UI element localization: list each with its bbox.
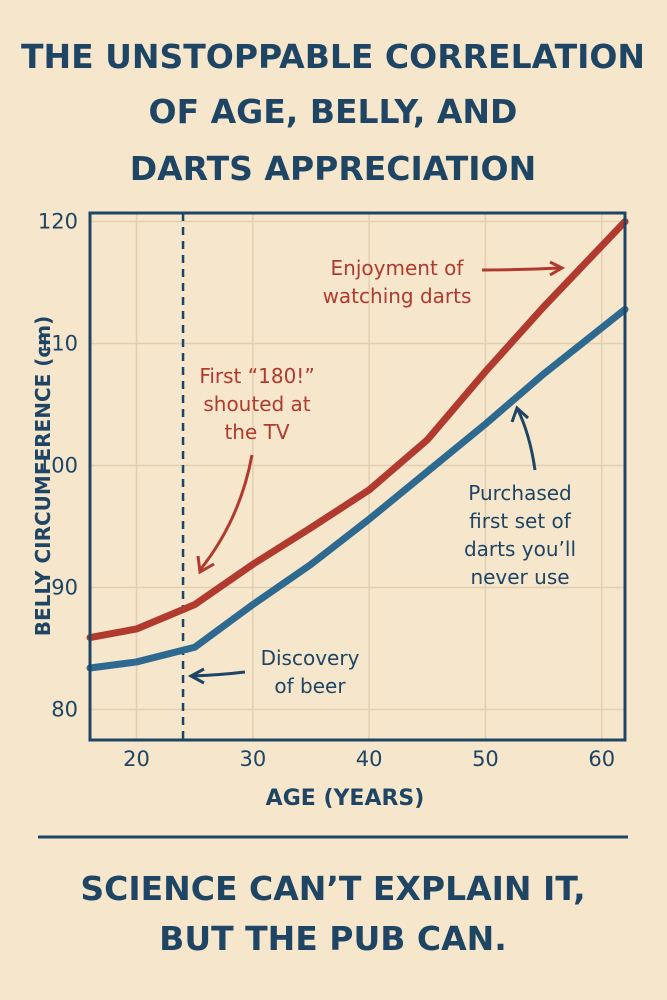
y-tick-label: 90	[51, 576, 78, 600]
y-tick-label: 110	[38, 332, 78, 356]
series-line	[86, 305, 629, 672]
annotation: Discovery	[261, 646, 360, 670]
x-tick-label: 60	[588, 747, 615, 771]
arrow	[191, 670, 246, 678]
annotation: Enjoyment of	[331, 256, 465, 280]
y-tick-label: 100	[38, 454, 78, 478]
annotation: darts you’ll	[464, 537, 576, 561]
title-line: THE UNSTOPPABLE CORRELATION	[21, 37, 645, 76]
arrow	[187, 667, 205, 685]
x-tick-label: 20	[123, 747, 150, 771]
annotation: Purchased	[468, 481, 572, 505]
annotation: of beer	[274, 674, 346, 698]
x-tick-label: 40	[356, 747, 383, 771]
title-line: OF AGE, BELLY, AND	[149, 92, 518, 131]
annotation: never use	[470, 565, 569, 589]
x-tick-label: 50	[472, 747, 499, 771]
series-line	[86, 218, 629, 642]
arrow	[516, 409, 537, 471]
x-axis-label: AGE (YEARS)	[266, 786, 425, 811]
arrow	[549, 260, 566, 277]
annotation: First “180!”	[199, 364, 314, 388]
arrow	[196, 555, 215, 575]
annotation: first set of	[469, 509, 572, 533]
x-tick-label: 30	[239, 747, 266, 771]
arrow	[510, 405, 530, 423]
arrow	[481, 266, 561, 272]
y-axis-label: BELLY CIRCUMFERENCE (cm)	[31, 316, 55, 636]
annotation: shouted at	[203, 392, 310, 416]
annotation: the TV	[224, 420, 289, 444]
arrow	[198, 454, 254, 571]
caption-line: BUT THE PUB CAN.	[159, 919, 507, 958]
y-tick-label: 120	[38, 210, 78, 234]
plot-frame	[88, 211, 627, 742]
caption-line: SCIENCE CAN’T EXPLAIN IT,	[80, 869, 585, 908]
annotation: watching darts	[323, 284, 472, 308]
title-line: DARTS APPRECIATION	[130, 149, 536, 188]
y-tick-label: 80	[51, 698, 78, 722]
arrows	[187, 260, 566, 685]
